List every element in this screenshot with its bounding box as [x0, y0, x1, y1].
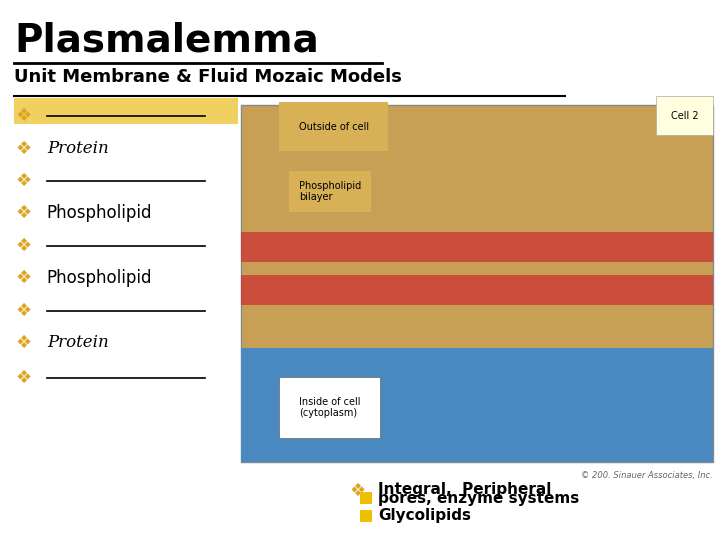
Text: Phospholipid
bilayer: Phospholipid bilayer	[299, 181, 361, 202]
FancyBboxPatch shape	[241, 275, 713, 305]
Text: pores, enzyme systems: pores, enzyme systems	[378, 491, 580, 506]
Text: ❖: ❖	[16, 237, 32, 255]
Text: Plasmalemma: Plasmalemma	[14, 22, 319, 59]
Text: ❖: ❖	[16, 172, 32, 190]
Text: Phospholipid: Phospholipid	[47, 269, 153, 287]
Text: Protein: Protein	[47, 334, 109, 352]
Text: Glycolipids: Glycolipids	[378, 508, 471, 523]
FancyBboxPatch shape	[241, 232, 713, 262]
Text: Unit Membrane & Fluid Mozaic Models: Unit Membrane & Fluid Mozaic Models	[14, 68, 402, 85]
Text: ❖: ❖	[16, 269, 32, 287]
FancyBboxPatch shape	[360, 492, 372, 504]
Text: ❖: ❖	[16, 107, 32, 125]
Text: ❖: ❖	[16, 204, 32, 222]
Text: ❖: ❖	[349, 482, 365, 500]
Text: ❖: ❖	[16, 139, 32, 158]
FancyBboxPatch shape	[14, 98, 238, 124]
FancyBboxPatch shape	[241, 348, 713, 462]
Text: © 200. Sinauer Associates, Inc.: © 200. Sinauer Associates, Inc.	[581, 471, 713, 480]
Text: Protein: Protein	[47, 140, 109, 157]
Text: Outside of cell: Outside of cell	[299, 122, 369, 132]
Text: ❖: ❖	[16, 301, 32, 320]
FancyBboxPatch shape	[360, 510, 372, 522]
Text: Phospholipid: Phospholipid	[47, 204, 153, 222]
Text: ❖: ❖	[16, 369, 32, 387]
Text: ❖: ❖	[16, 334, 32, 352]
Text: Cell 2: Cell 2	[671, 111, 698, 121]
FancyBboxPatch shape	[241, 105, 713, 462]
Text: Integral,  Peripheral: Integral, Peripheral	[378, 482, 552, 497]
Text: Inside of cell
(cytoplasm): Inside of cell (cytoplasm)	[299, 397, 360, 418]
